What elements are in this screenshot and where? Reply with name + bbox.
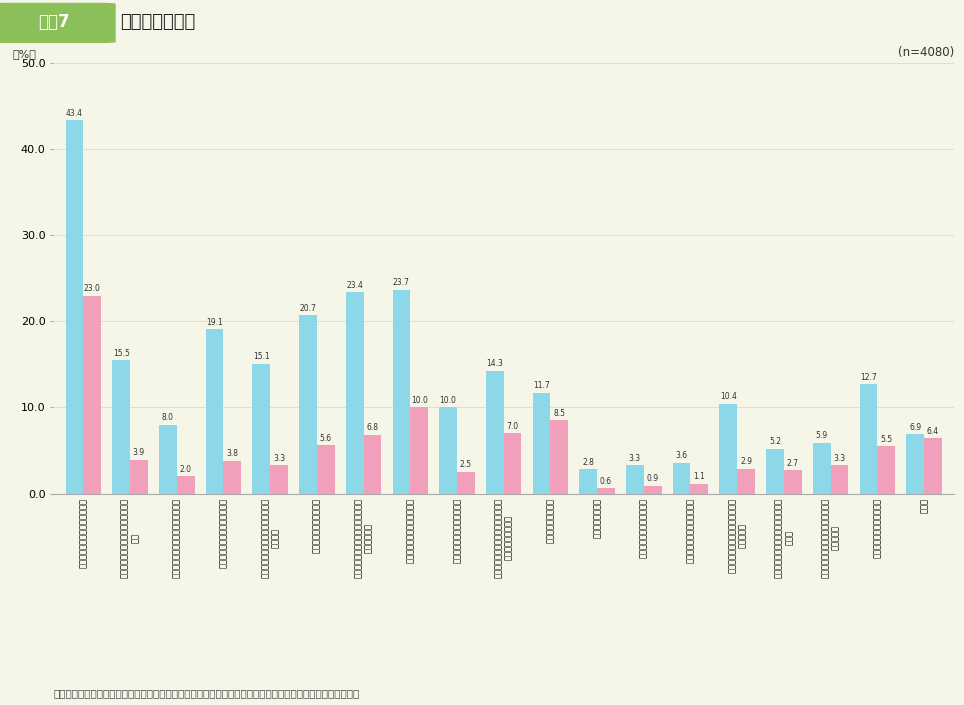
- Bar: [159, 424, 176, 493]
- Bar: [253, 364, 270, 494]
- Bar: [270, 465, 288, 493]
- Bar: [766, 449, 784, 493]
- Bar: [550, 420, 568, 494]
- Text: 初職の離職理由: 初職の離職理由: [120, 13, 196, 31]
- Text: 8.5: 8.5: [553, 409, 565, 418]
- Text: 5.5: 5.5: [880, 434, 893, 443]
- Text: 2.8: 2.8: [582, 458, 594, 467]
- Bar: [860, 384, 877, 493]
- Text: 15.1: 15.1: [253, 352, 270, 361]
- Bar: [363, 435, 382, 494]
- Bar: [597, 489, 615, 493]
- Text: 6.8: 6.8: [366, 424, 379, 432]
- Text: 10.4: 10.4: [720, 393, 736, 401]
- Text: 23.0: 23.0: [84, 284, 100, 293]
- Text: 15.5: 15.5: [113, 348, 129, 357]
- Text: 0.9: 0.9: [647, 474, 658, 483]
- Bar: [690, 484, 709, 493]
- Bar: [411, 407, 428, 493]
- Bar: [176, 477, 195, 494]
- Text: 23.4: 23.4: [346, 281, 363, 290]
- Text: 3.9: 3.9: [133, 448, 145, 458]
- Bar: [504, 434, 522, 493]
- Bar: [299, 315, 317, 493]
- Text: 23.7: 23.7: [393, 278, 410, 287]
- Bar: [831, 465, 848, 493]
- Text: 20.7: 20.7: [300, 304, 316, 313]
- Text: 5.6: 5.6: [320, 434, 332, 443]
- Text: 3.3: 3.3: [273, 453, 285, 462]
- Bar: [486, 371, 504, 494]
- Bar: [579, 470, 597, 494]
- Text: 5.9: 5.9: [816, 431, 828, 440]
- Bar: [719, 404, 737, 494]
- Bar: [66, 121, 83, 493]
- Bar: [877, 446, 895, 493]
- Bar: [317, 446, 335, 493]
- Text: 2.9: 2.9: [740, 457, 752, 466]
- Text: 5.2: 5.2: [769, 437, 781, 446]
- Text: 6.4: 6.4: [926, 427, 939, 436]
- Text: 3.3: 3.3: [629, 453, 641, 462]
- FancyBboxPatch shape: [0, 3, 116, 43]
- Text: 2.5: 2.5: [460, 460, 471, 470]
- Text: （注）最初の就業先を離職した者について、「離職の理由について教えてください。」の問いに対する回答。: （注）最初の就業先を離職した者について、「離職の理由について教えてください。」の…: [53, 688, 360, 698]
- Text: 2.0: 2.0: [179, 465, 192, 474]
- Bar: [392, 290, 411, 494]
- Bar: [113, 360, 130, 493]
- Bar: [644, 486, 661, 493]
- Bar: [813, 443, 831, 494]
- Text: 14.3: 14.3: [487, 359, 503, 368]
- Text: 3.3: 3.3: [834, 453, 845, 462]
- Bar: [83, 295, 101, 494]
- Bar: [346, 293, 363, 494]
- Bar: [533, 393, 550, 494]
- Bar: [440, 407, 457, 493]
- Bar: [906, 434, 924, 493]
- Bar: [130, 460, 147, 494]
- Text: 6.9: 6.9: [909, 422, 922, 431]
- Bar: [205, 329, 224, 494]
- Bar: [737, 469, 755, 494]
- Text: 0.6: 0.6: [600, 477, 612, 486]
- Bar: [673, 462, 690, 493]
- Text: 10.0: 10.0: [411, 396, 428, 405]
- Text: （%）: （%）: [13, 49, 37, 59]
- Text: 3.8: 3.8: [227, 449, 238, 458]
- Text: 3.6: 3.6: [676, 451, 687, 460]
- Text: 12.7: 12.7: [860, 373, 877, 381]
- Text: 1.1: 1.1: [693, 472, 706, 482]
- Text: 10.0: 10.0: [440, 396, 457, 405]
- Text: 43.4: 43.4: [66, 109, 83, 118]
- Text: 8.0: 8.0: [162, 413, 174, 422]
- Bar: [784, 470, 802, 493]
- Text: 図表7: 図表7: [39, 13, 69, 31]
- Bar: [457, 472, 474, 493]
- Text: 2.7: 2.7: [787, 459, 799, 467]
- Text: 19.1: 19.1: [206, 318, 223, 326]
- Text: 11.7: 11.7: [533, 381, 549, 391]
- Bar: [924, 439, 942, 493]
- Bar: [224, 461, 241, 493]
- Bar: [626, 465, 644, 493]
- Text: (n=4080): (n=4080): [898, 46, 954, 59]
- Text: 7.0: 7.0: [506, 422, 519, 431]
